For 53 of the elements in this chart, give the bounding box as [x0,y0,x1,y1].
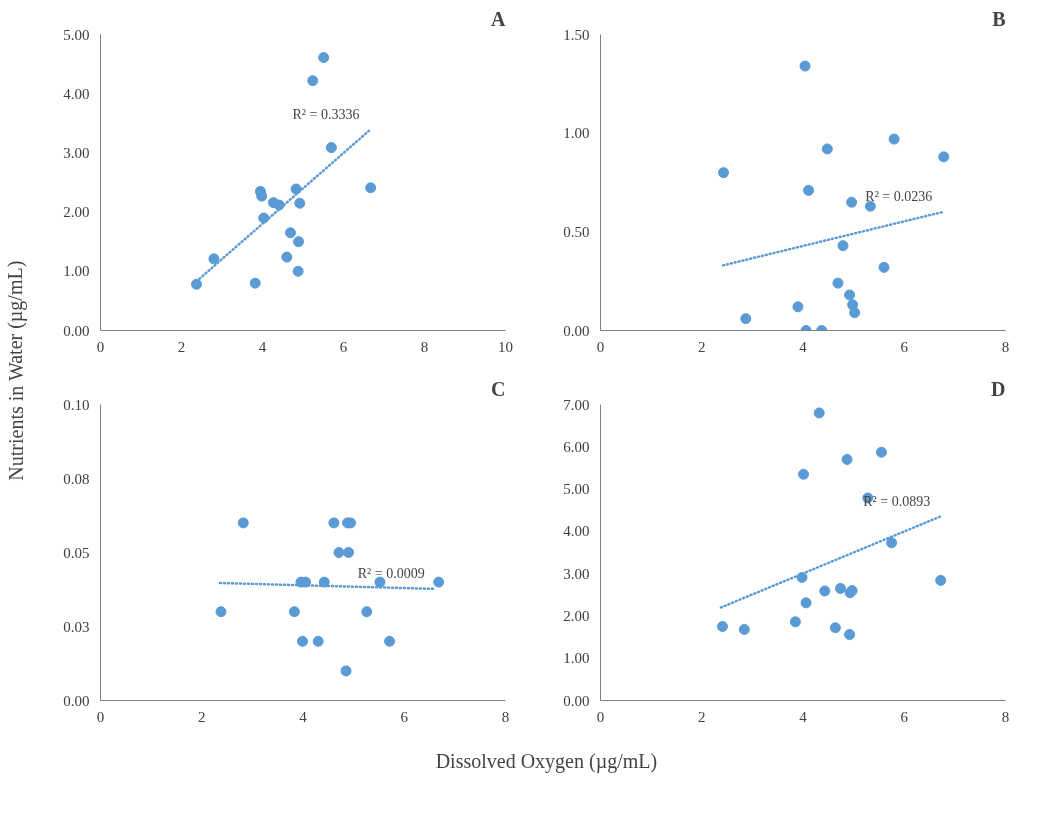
x-tick-label: 0 [596,708,605,725]
y-tick-label: 0.00 [63,322,90,339]
y-tick-label: 1.00 [563,650,590,667]
y-tick-label: 0.00 [563,692,590,709]
x-tick-label: 8 [1001,338,1010,355]
y-tick-label: 2.00 [563,607,590,624]
y-tick-label: 6.00 [563,438,590,455]
chart-title: A [491,7,507,30]
chart-title: C [491,377,506,400]
y-tick-label: 0.03 [63,618,90,635]
y-tick-label: 0.00 [563,322,590,339]
x-tick-label: 8 [420,338,429,355]
y-tick-label: 5.00 [563,481,590,498]
y-tick-label: 0.08 [63,470,90,487]
y-tick-label: 1.00 [563,125,590,142]
y-tick-label: 4.00 [63,85,90,102]
x-tick-label: 6 [400,708,409,725]
y-tick-label: 5.00 [63,26,90,43]
x-tick-label: 2 [698,708,706,725]
y-tick-label: 2.00 [63,204,90,221]
y-tick-label: 3.00 [63,144,90,161]
x-tick-label: 10 [498,338,513,355]
x-tick-label: 0 [596,338,605,355]
x-tick-label: 0 [96,338,105,355]
y-tick-label: 0.00 [63,692,90,709]
x-tick-label: 8 [501,708,510,725]
x-tick-label: 8 [1001,708,1010,725]
y-tick-label: 3.00 [563,565,590,582]
chart-title: D [991,377,1006,400]
x-tick-label: 2 [177,338,186,355]
y-tick-label: 4.00 [563,523,590,540]
y-tick-label: 0.50 [563,223,590,240]
y-tick-label: 7.00 [563,396,590,413]
y-tick-label: 0.05 [63,544,90,561]
annotation: R² = 0.0009 [357,565,425,581]
y-tick-label: 1.00 [63,263,90,280]
x-tick-label: 4 [799,708,808,725]
x-tick-label: 6 [339,338,348,355]
y-tick-label: 1.50 [563,26,590,43]
x-tick-label: 6 [900,338,909,355]
x-tick-label: 2 [698,338,706,355]
x-axis-title: Dissolved Oxygen (µg/mL) [435,749,658,773]
x-tick-label: 6 [900,708,909,725]
y-axis-title: Nutrients in Water (µg/mL) [4,260,28,481]
x-tick-label: 4 [299,708,308,725]
x-tick-label: 2 [198,708,206,725]
x-tick-label: 4 [799,338,808,355]
y-tick-label: 0.10 [63,396,90,413]
annotation: R² = 0.3336 [292,107,360,123]
x-tick-label: 0 [96,708,105,725]
chart-title: B [992,7,1006,30]
annotation: R² = 0.0236 [865,189,933,205]
x-tick-label: 4 [258,338,267,355]
